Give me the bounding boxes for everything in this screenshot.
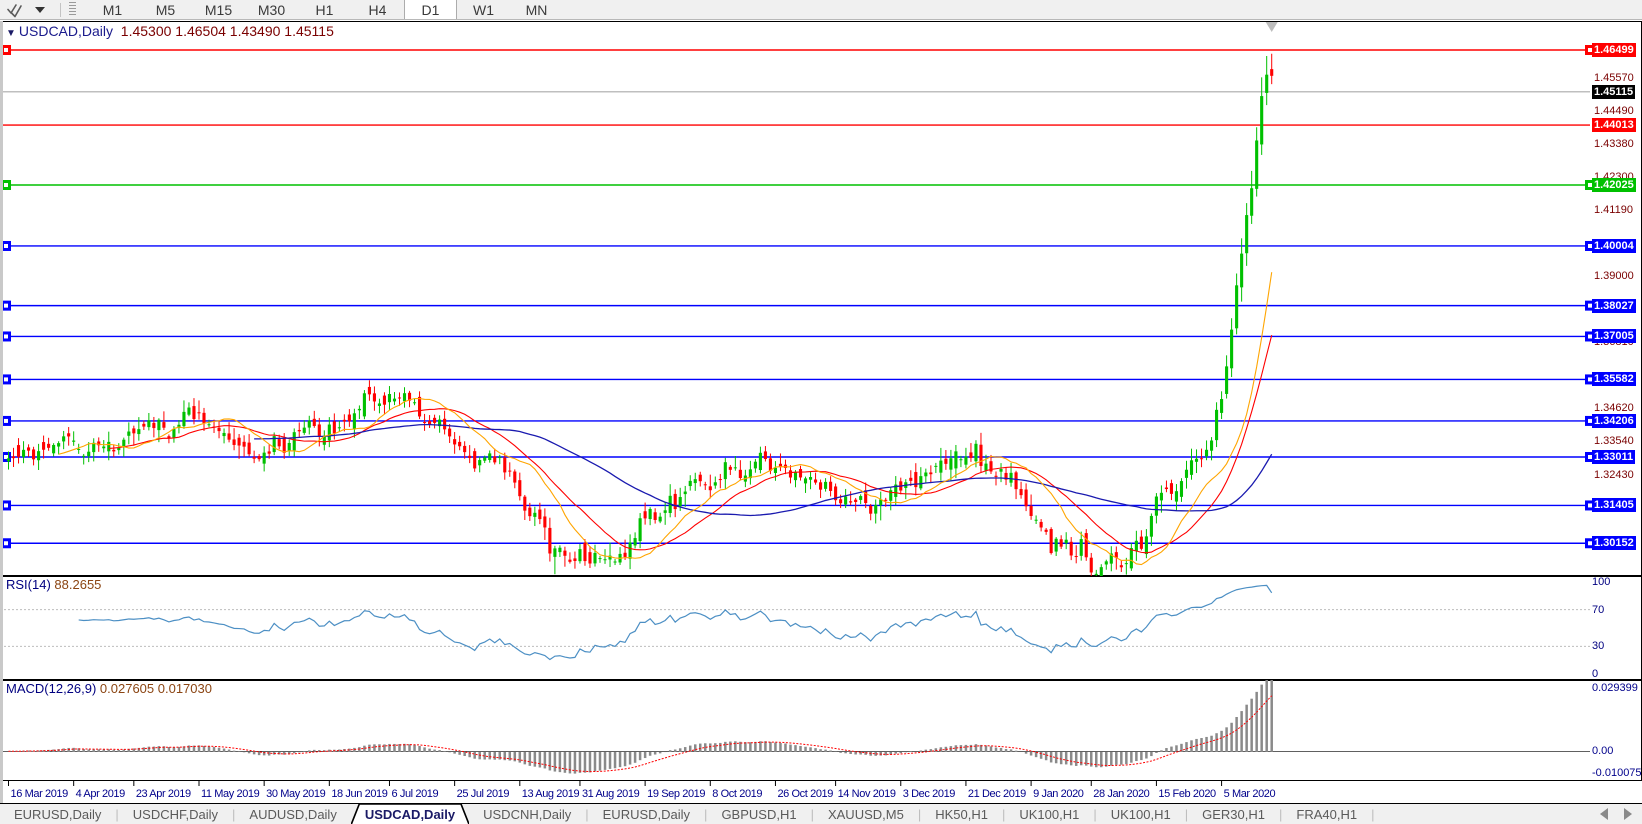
svg-text:16 Mar 2019: 16 Mar 2019: [11, 788, 69, 800]
svg-text:5 Mar 2020: 5 Mar 2020: [1224, 788, 1276, 800]
svg-text:23 Apr 2019: 23 Apr 2019: [136, 788, 191, 800]
svg-text:31 Aug 2019: 31 Aug 2019: [582, 788, 640, 800]
svg-text:30 May 2019: 30 May 2019: [266, 788, 325, 800]
svg-text:19 Sep 2019: 19 Sep 2019: [647, 788, 705, 800]
svg-text:14 Nov 2019: 14 Nov 2019: [838, 788, 896, 800]
svg-text:25 Jul 2019: 25 Jul 2019: [457, 788, 510, 800]
svg-text:3 Dec 2019: 3 Dec 2019: [903, 788, 956, 800]
svg-text:28 Jan 2020: 28 Jan 2020: [1093, 788, 1149, 800]
svg-text:6 Jul 2019: 6 Jul 2019: [391, 788, 438, 800]
svg-text:9 Jan 2020: 9 Jan 2020: [1033, 788, 1084, 800]
svg-text:26 Oct 2019: 26 Oct 2019: [777, 788, 833, 800]
svg-text:11 May 2019: 11 May 2019: [201, 788, 260, 800]
svg-text:4 Apr 2019: 4 Apr 2019: [76, 788, 125, 800]
svg-text:18 Jun 2019: 18 Jun 2019: [331, 788, 387, 800]
svg-text:21 Dec 2019: 21 Dec 2019: [968, 788, 1026, 800]
svg-text:13 Aug 2019: 13 Aug 2019: [522, 788, 580, 800]
svg-text:8 Oct 2019: 8 Oct 2019: [712, 788, 762, 800]
svg-text:15 Feb 2020: 15 Feb 2020: [1158, 788, 1216, 800]
